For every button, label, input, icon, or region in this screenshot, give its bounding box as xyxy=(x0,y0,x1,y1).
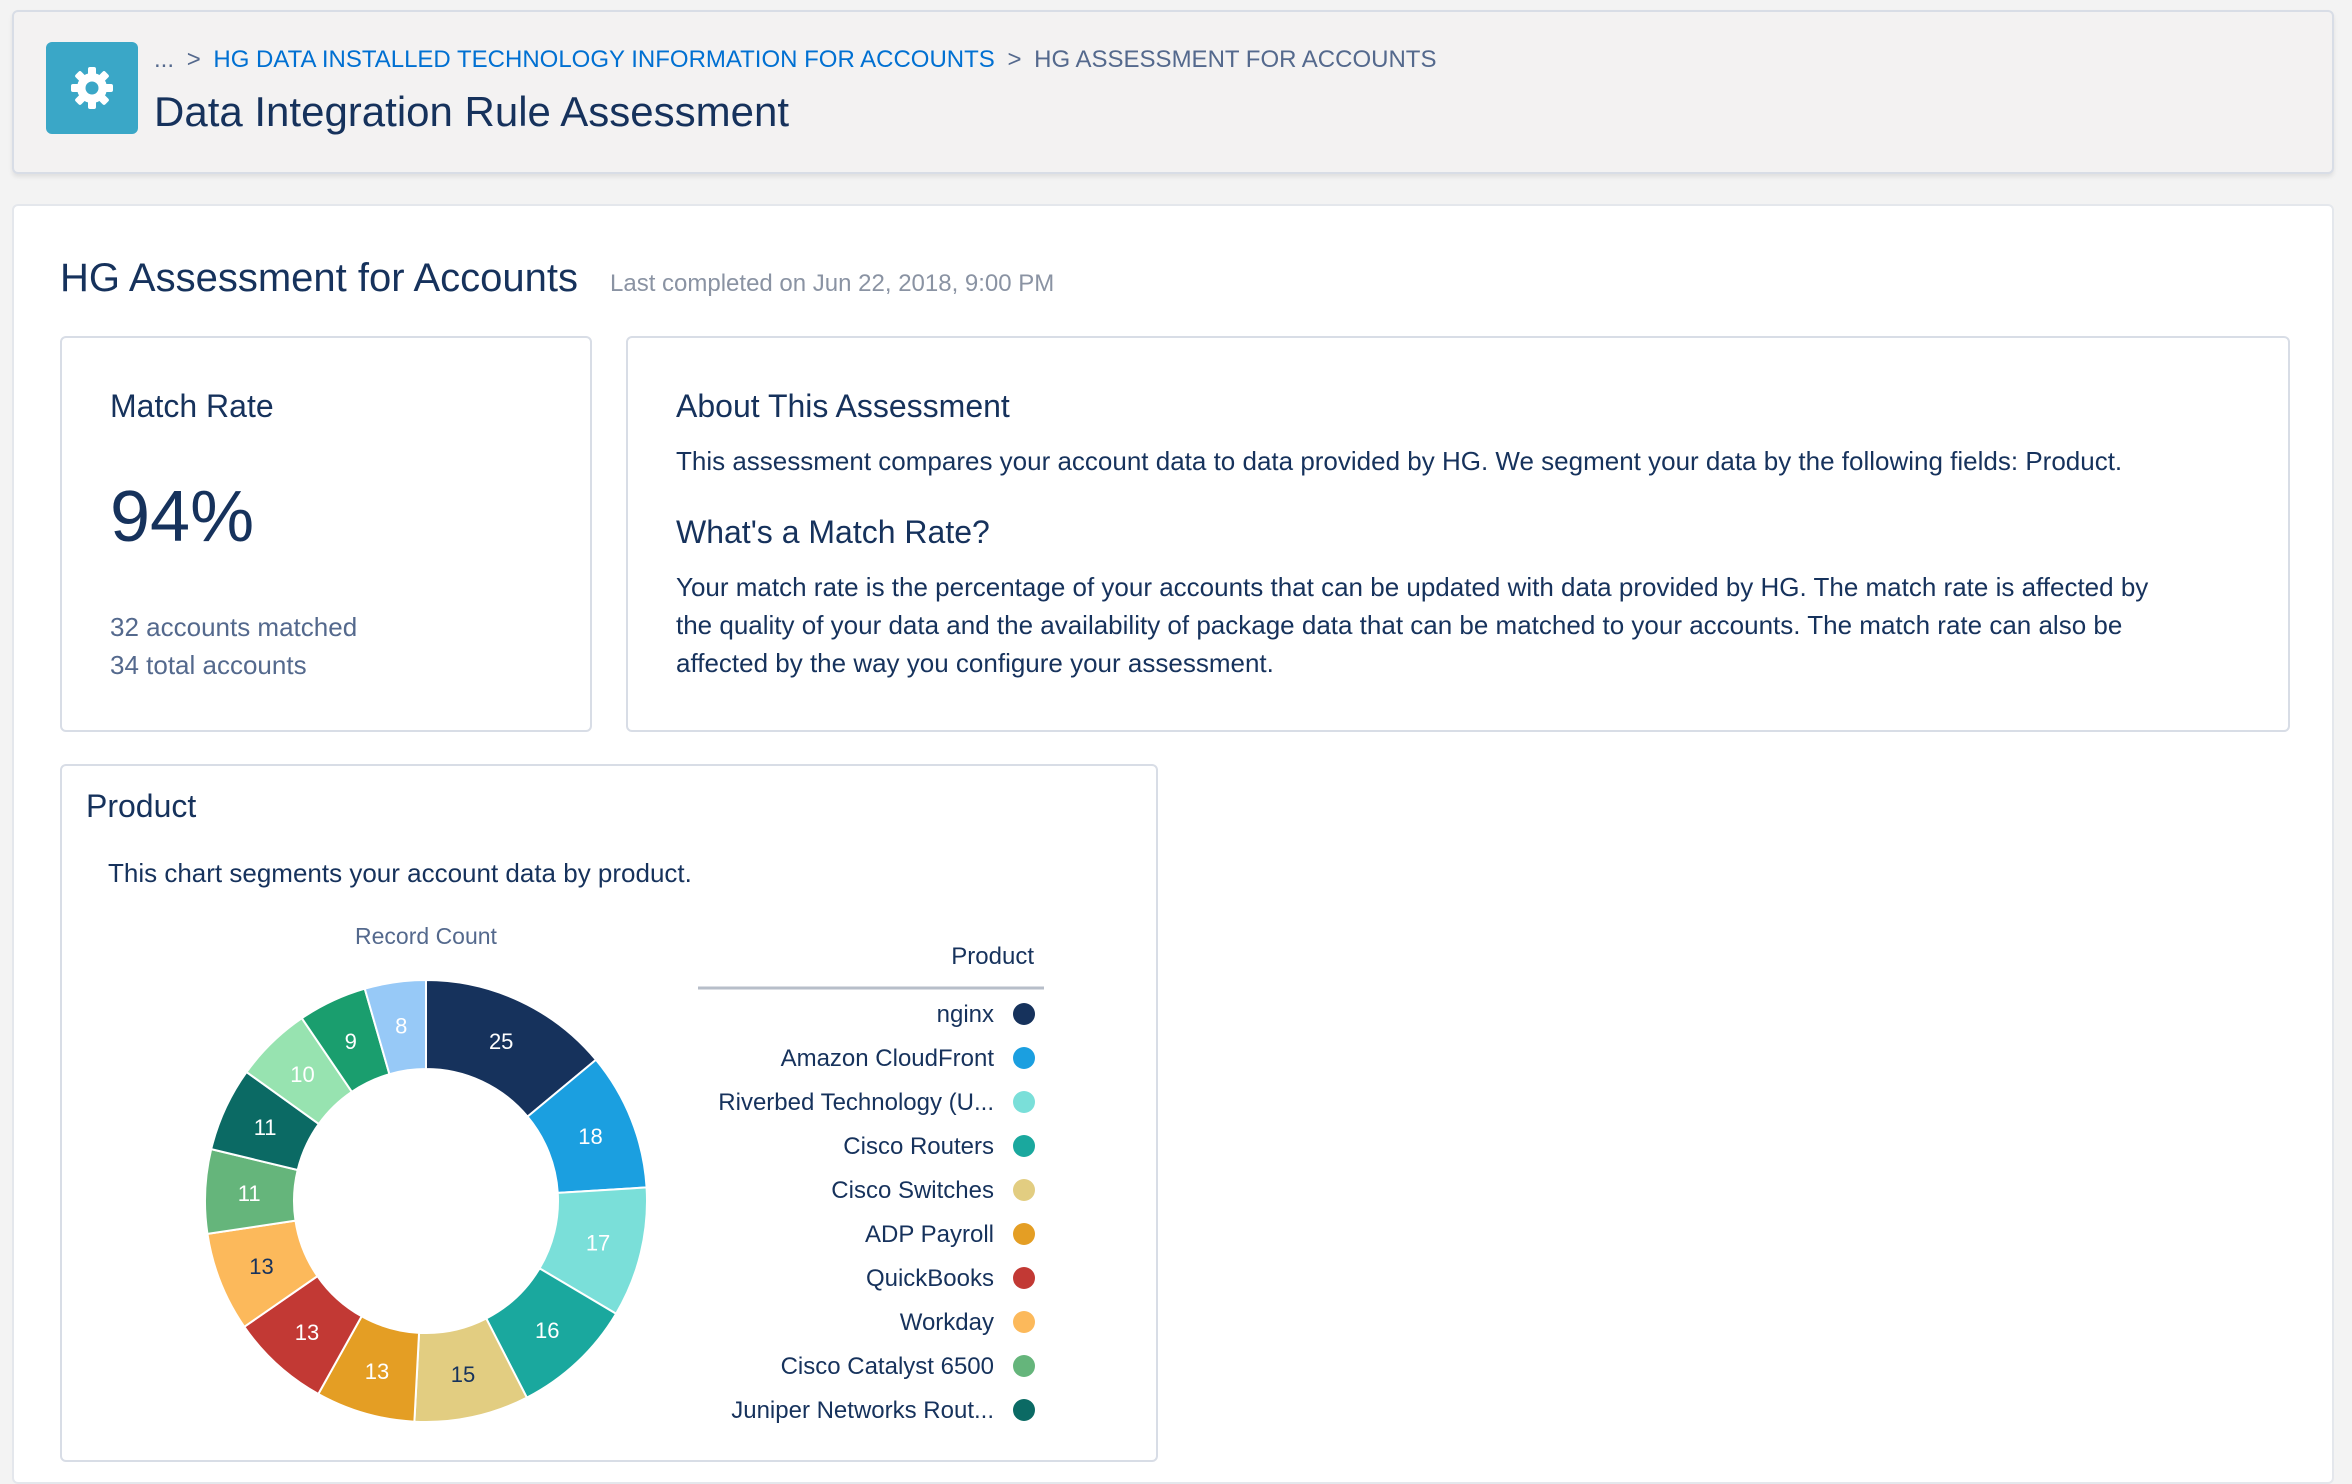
slice-value-label: 10 xyxy=(290,1062,314,1087)
chart-title: Record Count xyxy=(355,923,498,949)
last-completed-text: Last completed on Jun 22, 2018, 9:00 PM xyxy=(610,270,1055,297)
slice-value-label: 25 xyxy=(489,1029,513,1054)
legend-title: Product xyxy=(951,943,1034,970)
slice-value-label: 13 xyxy=(365,1359,389,1384)
slice-value-label: 9 xyxy=(345,1029,357,1054)
page-title: Data Integration Rule Assessment xyxy=(154,88,790,135)
about-title: About This Assessment xyxy=(676,388,1010,424)
product-card: Product This chart segments your account… xyxy=(60,764,1158,1462)
gear-icon xyxy=(46,42,138,134)
about-description: This assessment compares your account da… xyxy=(676,446,2123,476)
match-rate-explanation-3: affected by the way you configure your a… xyxy=(676,648,1274,678)
legend-item[interactable]: QuickBooks xyxy=(866,1265,1035,1292)
legend-item[interactable]: Juniper Networks Rout... xyxy=(731,1397,1035,1424)
legend-swatch xyxy=(1013,1355,1035,1377)
match-rate-question: What's a Match Rate? xyxy=(676,514,990,550)
legend-label: nginx xyxy=(937,1001,994,1028)
about-assessment-card: About This Assessment This assessment co… xyxy=(626,336,2290,732)
slice-value-label: 8 xyxy=(395,1014,407,1039)
legend-item[interactable]: Amazon CloudFront xyxy=(781,1045,1035,1072)
assessment-title: HG Assessment for Accounts xyxy=(60,256,578,300)
breadcrumb: ... > HG DATA INSTALLED TECHNOLOGY INFOR… xyxy=(154,48,1436,72)
slice-value-label: 18 xyxy=(578,1124,602,1149)
legend-label: Cisco Catalyst 6500 xyxy=(781,1353,994,1380)
legend-item[interactable]: Cisco Switches xyxy=(831,1177,1035,1204)
accounts-matched: 32 accounts matched xyxy=(110,612,358,642)
product-title: Product xyxy=(86,788,197,824)
legend-item[interactable]: Cisco Catalyst 6500 xyxy=(781,1353,1035,1380)
legend-item[interactable]: Riverbed Technology (U... xyxy=(718,1089,1035,1116)
total-accounts: 34 total accounts xyxy=(110,650,307,680)
slice-value-label: 16 xyxy=(535,1318,559,1343)
legend-label: Amazon CloudFront xyxy=(781,1045,995,1072)
breadcrumb-current: HG ASSESSMENT FOR ACCOUNTS xyxy=(1034,46,1437,73)
legend-label: Cisco Routers xyxy=(843,1133,994,1160)
legend-swatch xyxy=(1013,1399,1035,1421)
legend-swatch xyxy=(1013,1047,1035,1069)
donut-slice[interactable] xyxy=(363,978,427,1076)
product-description: This chart segments your account data by… xyxy=(108,858,692,888)
slice-value-label: 11 xyxy=(238,1181,261,1206)
match-rate-value: 94% xyxy=(110,477,255,557)
legend-swatch xyxy=(1013,1311,1035,1333)
legend-item[interactable]: Workday xyxy=(900,1309,1035,1336)
assessment-panel: HG Assessment for Accounts Last complete… xyxy=(12,204,2334,1484)
legend-label: Cisco Switches xyxy=(831,1177,994,1204)
slice-value-label: 17 xyxy=(586,1231,610,1256)
slice-value-label: 13 xyxy=(295,1320,319,1345)
legend-swatch xyxy=(1013,1179,1035,1201)
match-rate-title: Match Rate xyxy=(110,388,274,424)
match-rate-explanation-2: the quality of your data and the availab… xyxy=(676,610,2123,640)
match-rate-card: Match Rate 94% 32 accounts matched 34 to… xyxy=(60,336,592,732)
breadcrumb-separator: > xyxy=(1007,46,1022,73)
legend-swatch xyxy=(1013,1135,1035,1157)
legend-swatch xyxy=(1013,1091,1035,1113)
slice-value-label: 13 xyxy=(249,1254,273,1279)
legend-label: ADP Payroll xyxy=(865,1221,994,1248)
legend-label: Riverbed Technology (U... xyxy=(718,1089,994,1116)
legend-item[interactable]: Cisco Routers xyxy=(843,1133,1035,1160)
legend-swatch xyxy=(1013,1223,1035,1245)
legend-swatch xyxy=(1013,1003,1035,1025)
breadcrumb-ellipsis[interactable]: ... xyxy=(154,46,175,73)
slice-value-label: 15 xyxy=(451,1362,475,1387)
legend-item[interactable]: nginx xyxy=(937,1001,1035,1028)
legend-label: Juniper Networks Rout... xyxy=(731,1397,994,1424)
breadcrumb-separator: > xyxy=(186,46,201,73)
page-header: ... > HG DATA INSTALLED TECHNOLOGY INFOR… xyxy=(12,10,2334,174)
legend-swatch xyxy=(1013,1267,1035,1289)
match-rate-explanation-1: Your match rate is the percentage of you… xyxy=(676,572,2149,602)
legend-label: QuickBooks xyxy=(866,1265,994,1292)
legend-label: Workday xyxy=(900,1309,994,1336)
breadcrumb-link-hg-data[interactable]: HG DATA INSTALLED TECHNOLOGY INFORMATION… xyxy=(213,46,995,73)
record-count-donut-chart: Record Count 25 18 17 16 15 13 13 13 11 11 10 9 8 Pr… xyxy=(204,923,1044,1424)
legend-item[interactable]: ADP Payroll xyxy=(865,1221,1035,1248)
slice-value-label: 11 xyxy=(254,1115,277,1140)
